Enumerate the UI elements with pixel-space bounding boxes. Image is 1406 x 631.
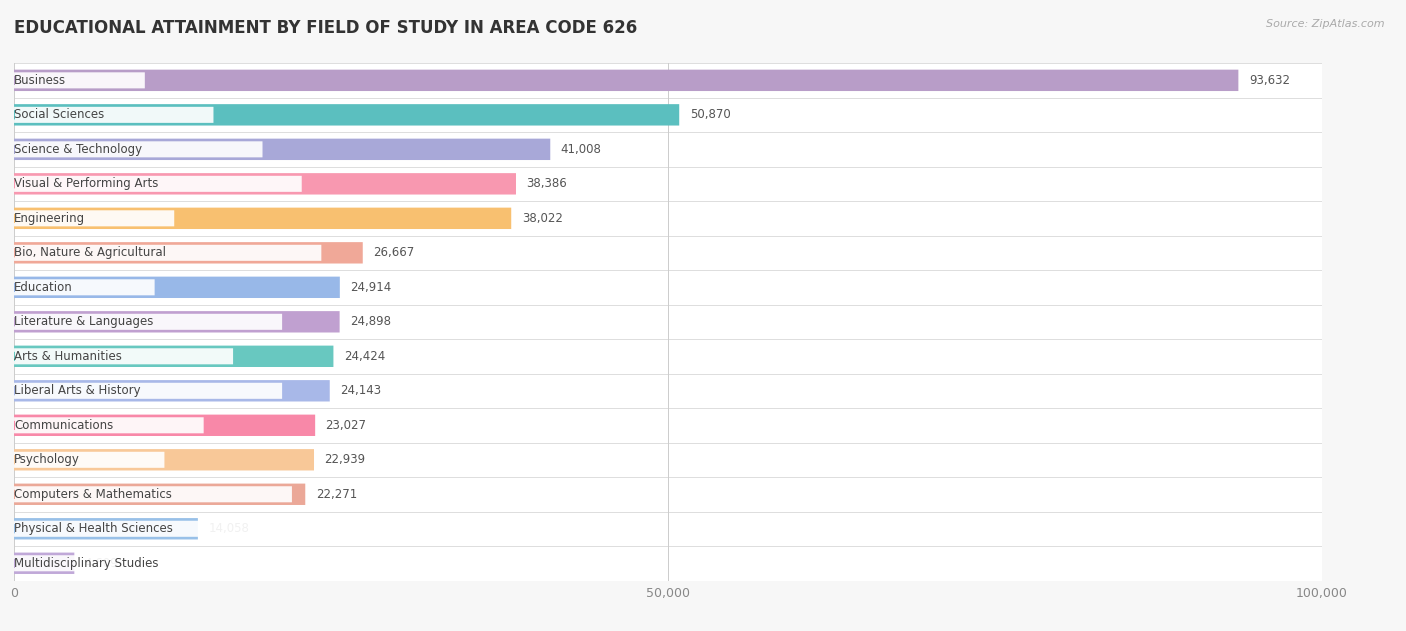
Text: Multidisciplinary Studies: Multidisciplinary Studies <box>14 557 159 570</box>
Text: Liberal Arts & History: Liberal Arts & History <box>14 384 141 398</box>
Bar <box>14 270 1322 305</box>
FancyBboxPatch shape <box>14 417 204 433</box>
Text: 22,271: 22,271 <box>316 488 357 501</box>
Bar <box>14 374 1322 408</box>
FancyBboxPatch shape <box>14 208 512 229</box>
Text: 38,386: 38,386 <box>526 177 567 191</box>
Text: Business: Business <box>14 74 66 87</box>
Text: Psychology: Psychology <box>14 453 80 466</box>
FancyBboxPatch shape <box>14 276 340 298</box>
FancyBboxPatch shape <box>14 280 155 295</box>
FancyBboxPatch shape <box>14 173 516 194</box>
FancyBboxPatch shape <box>14 348 233 364</box>
Bar <box>14 442 1322 477</box>
Text: 38,022: 38,022 <box>522 212 562 225</box>
Text: 41,008: 41,008 <box>561 143 602 156</box>
Text: 24,143: 24,143 <box>340 384 381 398</box>
FancyBboxPatch shape <box>14 487 292 502</box>
Bar <box>14 305 1322 339</box>
Bar <box>14 477 1322 512</box>
FancyBboxPatch shape <box>14 518 198 540</box>
Text: Visual & Performing Arts: Visual & Performing Arts <box>14 177 159 191</box>
FancyBboxPatch shape <box>14 245 322 261</box>
Text: Source: ZipAtlas.com: Source: ZipAtlas.com <box>1267 19 1385 29</box>
FancyBboxPatch shape <box>14 555 312 571</box>
FancyBboxPatch shape <box>14 176 302 192</box>
Text: 24,914: 24,914 <box>350 281 391 294</box>
Text: 26,667: 26,667 <box>373 246 415 259</box>
FancyBboxPatch shape <box>14 452 165 468</box>
Bar <box>14 63 1322 98</box>
Text: Engineering: Engineering <box>14 212 86 225</box>
Text: 4,609: 4,609 <box>84 557 118 570</box>
Text: Bio, Nature & Agricultural: Bio, Nature & Agricultural <box>14 246 166 259</box>
Bar <box>14 98 1322 132</box>
Text: Literature & Languages: Literature & Languages <box>14 316 153 328</box>
Text: 24,424: 24,424 <box>344 350 385 363</box>
Text: Computers & Mathematics: Computers & Mathematics <box>14 488 172 501</box>
FancyBboxPatch shape <box>14 380 330 401</box>
Text: 50,870: 50,870 <box>690 109 731 121</box>
Text: 23,027: 23,027 <box>326 419 367 432</box>
Bar <box>14 512 1322 546</box>
FancyBboxPatch shape <box>14 141 263 157</box>
FancyBboxPatch shape <box>14 139 550 160</box>
FancyBboxPatch shape <box>14 415 315 436</box>
FancyBboxPatch shape <box>14 449 314 471</box>
FancyBboxPatch shape <box>14 104 679 126</box>
Bar <box>14 235 1322 270</box>
FancyBboxPatch shape <box>14 69 1239 91</box>
Bar <box>14 132 1322 167</box>
FancyBboxPatch shape <box>14 314 283 330</box>
Text: Science & Technology: Science & Technology <box>14 143 142 156</box>
FancyBboxPatch shape <box>14 73 145 88</box>
FancyBboxPatch shape <box>14 553 75 574</box>
Bar <box>14 339 1322 374</box>
Text: Social Sciences: Social Sciences <box>14 109 104 121</box>
Text: 14,058: 14,058 <box>208 522 249 535</box>
Text: 93,632: 93,632 <box>1249 74 1289 87</box>
FancyBboxPatch shape <box>14 521 322 537</box>
Text: EDUCATIONAL ATTAINMENT BY FIELD OF STUDY IN AREA CODE 626: EDUCATIONAL ATTAINMENT BY FIELD OF STUDY… <box>14 19 637 37</box>
Text: Arts & Humanities: Arts & Humanities <box>14 350 122 363</box>
Bar <box>14 408 1322 442</box>
FancyBboxPatch shape <box>14 346 333 367</box>
Bar <box>14 167 1322 201</box>
FancyBboxPatch shape <box>14 483 305 505</box>
Text: Education: Education <box>14 281 73 294</box>
Text: Communications: Communications <box>14 419 114 432</box>
FancyBboxPatch shape <box>14 210 174 227</box>
FancyBboxPatch shape <box>14 383 283 399</box>
Bar <box>14 546 1322 581</box>
Text: 24,898: 24,898 <box>350 316 391 328</box>
Bar <box>14 201 1322 235</box>
Text: Physical & Health Sciences: Physical & Health Sciences <box>14 522 173 535</box>
FancyBboxPatch shape <box>14 107 214 123</box>
FancyBboxPatch shape <box>14 311 340 333</box>
Text: 22,939: 22,939 <box>325 453 366 466</box>
FancyBboxPatch shape <box>14 242 363 264</box>
